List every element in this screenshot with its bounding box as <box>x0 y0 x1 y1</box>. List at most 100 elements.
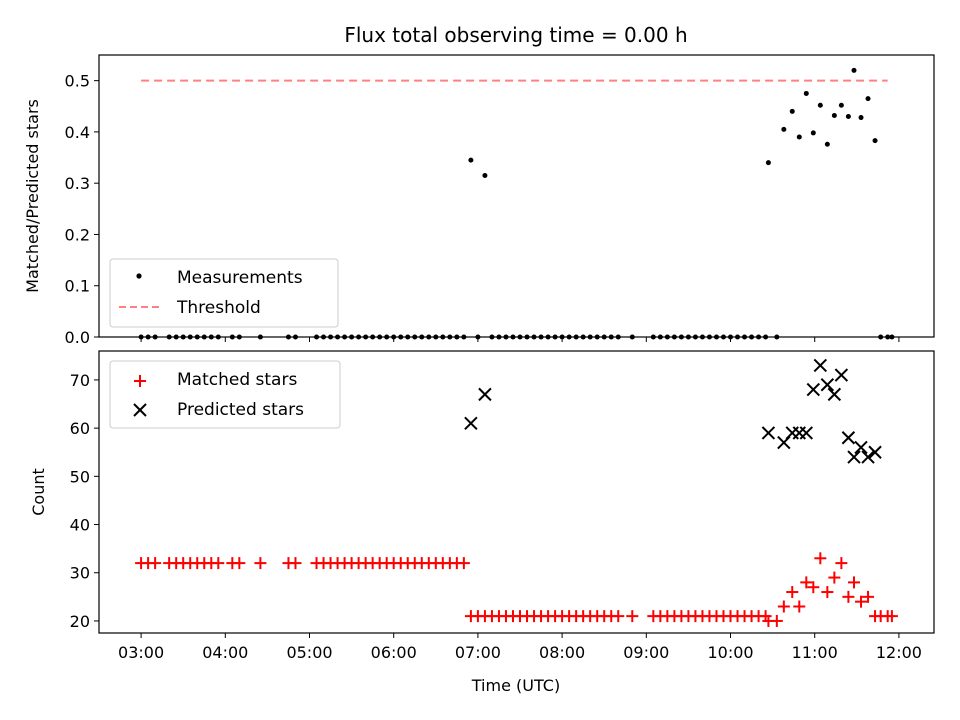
matched-stars-point <box>885 610 898 623</box>
y-tick-label: 0.4 <box>65 123 90 142</box>
measurements-point <box>685 334 691 340</box>
measurements-point <box>314 334 320 340</box>
count-legend: Matched stars Predicted stars <box>109 360 341 429</box>
matched-stars-point <box>793 600 806 613</box>
ratio-y-axis-label: Matched/Predicted stars <box>23 99 42 293</box>
measurements-point <box>545 334 551 340</box>
measurements-point <box>774 334 780 340</box>
measurements-point <box>650 334 656 340</box>
measurements-point <box>810 130 816 136</box>
matched-stars-point <box>786 586 799 599</box>
measurements-point <box>531 334 537 340</box>
measurements-point <box>180 334 186 340</box>
measurements-point <box>587 334 593 340</box>
measurements-point <box>594 334 600 340</box>
y-tick-label: 0.5 <box>65 72 90 91</box>
x-tick-label: 06:00 <box>371 643 417 662</box>
measurements-point <box>608 334 614 340</box>
matched-stars-point <box>807 581 820 594</box>
measurements-point <box>831 113 837 119</box>
predicted-stars-point <box>861 450 875 464</box>
measurements-point <box>781 126 787 132</box>
matched-stars-point <box>814 552 827 565</box>
measurements-point <box>328 334 334 340</box>
measurements-point <box>517 334 523 340</box>
measurements-point <box>765 160 771 166</box>
predicted-stars-point <box>854 440 868 455</box>
matched-stars-point <box>212 557 225 570</box>
measurements-point <box>398 334 404 340</box>
x-tick-label: 11:00 <box>792 643 838 662</box>
matched-stars-point <box>149 557 162 570</box>
measurements-point <box>601 334 607 340</box>
matched-stars-point <box>289 557 302 570</box>
matched-stars-point <box>612 610 625 623</box>
matched-stars-point <box>828 571 841 584</box>
measurements-point <box>384 334 390 340</box>
measurements-point <box>433 334 439 340</box>
x-tick-label: 08:00 <box>539 643 585 662</box>
measurements-point <box>664 334 670 340</box>
measurements-point <box>335 334 341 340</box>
measurements-point <box>838 102 844 108</box>
measurements-point <box>742 334 748 340</box>
predicted-stars-point <box>813 358 828 373</box>
chart-title: Flux total observing time = 0.00 h <box>344 23 687 47</box>
matched-stars-point <box>457 557 470 570</box>
matched-stars-point <box>848 576 861 589</box>
measurements-point <box>321 334 327 340</box>
measurements-point <box>356 334 362 340</box>
measurements-point <box>538 334 544 340</box>
matched-stars-point <box>842 590 855 603</box>
y-tick-label: 0.0 <box>65 328 90 347</box>
measurements-point <box>342 334 348 340</box>
y-tick-label: 50 <box>70 467 90 486</box>
measurements-point <box>692 334 698 340</box>
ratio-y-axis: 0.0 0.1 0.2 0.3 0.4 0.5 <box>65 72 99 347</box>
count-x-axis: 03:00 04:00 05:00 06:00 07:00 08:00 09:00 10:00… <box>118 633 922 662</box>
measurements-point <box>699 334 705 340</box>
y-tick-label: 0.3 <box>65 174 90 193</box>
measurements-point <box>419 334 425 340</box>
measurements-point <box>728 334 734 340</box>
measurements-point <box>872 138 878 144</box>
measurements-point <box>201 334 207 340</box>
measurements-point <box>489 334 495 340</box>
measurements-point <box>756 334 762 340</box>
x-tick-label: 04:00 <box>202 643 248 662</box>
measurements-point <box>440 334 446 340</box>
x-tick-label: 03:00 <box>118 643 164 662</box>
measurements-point <box>566 334 572 340</box>
measurements-point <box>363 334 369 340</box>
measurements-point <box>229 334 235 340</box>
x-axis-label: Time (UTC) <box>471 676 560 695</box>
predicted-stars-point <box>478 387 492 402</box>
matched-stars-point <box>626 610 639 623</box>
measurements-point <box>889 334 895 340</box>
y-tick-label: 0.2 <box>65 225 90 244</box>
predicted-stars-point <box>834 368 849 382</box>
measurements-point <box>817 102 823 108</box>
measurements-point <box>789 108 795 114</box>
ratio-legend-box <box>109 258 339 328</box>
measurements-point <box>187 334 193 340</box>
count-series <box>135 358 898 627</box>
y-tick-label: 20 <box>70 612 90 631</box>
predicted-stars-point <box>868 445 882 459</box>
measurements-point <box>796 134 802 140</box>
measurements-point <box>138 334 144 340</box>
predicted-stars-point <box>841 431 856 445</box>
measurements-point <box>524 334 530 340</box>
predicted-stars-point <box>799 426 814 440</box>
measurements-point <box>678 334 684 340</box>
measurements-point <box>845 114 851 120</box>
measurements-point <box>858 115 864 121</box>
predicted-stars-point <box>464 416 478 431</box>
x-tick-label: 07:00 <box>455 643 501 662</box>
ratio-panel: 0.0 0.1 0.2 0.3 0.4 0.5 Matched/Predicted sta… <box>23 54 935 347</box>
measurements-point <box>865 96 871 102</box>
measurements-point <box>292 334 298 340</box>
y-tick-label: 60 <box>70 419 90 438</box>
measurements-point <box>851 67 857 73</box>
measurements-point <box>257 334 263 340</box>
